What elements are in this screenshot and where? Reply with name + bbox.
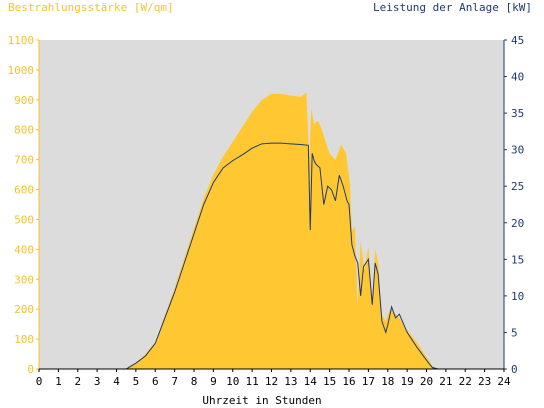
x-tick-label: 22 — [459, 375, 472, 388]
right-tick-label: 30 — [511, 144, 524, 157]
right-tick-label: 45 — [511, 34, 524, 47]
x-tick-label: 20 — [420, 375, 433, 388]
x-tick-label: 8 — [191, 375, 198, 388]
left-tick-label: 100 — [14, 333, 34, 346]
x-tick-label: 24 — [497, 375, 511, 388]
x-tick-label: 1 — [55, 375, 62, 388]
right-tick-label: 35 — [511, 107, 524, 120]
left-tick-label: 300 — [14, 273, 34, 286]
x-tick-label: 4 — [113, 375, 120, 388]
x-tick-label: 18 — [381, 375, 394, 388]
x-tick-label: 9 — [210, 375, 217, 388]
x-tick-label: 13 — [284, 375, 297, 388]
right-tick-label: 0 — [511, 363, 518, 376]
right-tick-label: 15 — [511, 253, 524, 266]
x-tick-label: 6 — [152, 375, 159, 388]
x-tick-label: 16 — [342, 375, 355, 388]
x-tick-label: 12 — [265, 375, 278, 388]
left-tick-label: 200 — [14, 303, 34, 316]
right-tick-label: 40 — [511, 71, 524, 84]
left-axis-title: Bestrahlungsstärke [W/qm] — [8, 1, 174, 14]
x-axis-title: Uhrzeit in Stunden — [202, 394, 321, 407]
left-tick-label: 500 — [14, 213, 34, 226]
x-tick-label: 17 — [362, 375, 375, 388]
x-tick-label: 19 — [401, 375, 414, 388]
left-tick-label: 1000 — [8, 64, 35, 77]
left-tick-label: 400 — [14, 243, 34, 256]
power-line — [125, 142, 446, 370]
left-tick-label: 1100 — [8, 34, 35, 47]
x-tick-label: 21 — [439, 375, 452, 388]
left-tick-label: 900 — [14, 94, 34, 107]
x-tick-label: 10 — [226, 375, 239, 388]
left-tick-label: 700 — [14, 154, 34, 167]
left-tick-label: 600 — [14, 184, 34, 197]
right-tick-label: 10 — [511, 290, 524, 303]
x-tick-label: 0 — [36, 375, 43, 388]
x-tick-label: 15 — [323, 375, 336, 388]
right-tick-label: 20 — [511, 217, 524, 230]
x-tick-label: 14 — [304, 375, 318, 388]
left-tick-label: 0 — [27, 363, 34, 376]
irradiance-area — [126, 92, 446, 369]
right-tick-label: 25 — [511, 180, 524, 193]
x-tick-label: 23 — [478, 375, 491, 388]
x-tick-label: 11 — [246, 375, 259, 388]
x-tick-label: 5 — [133, 375, 140, 388]
right-tick-label: 5 — [511, 326, 518, 339]
left-tick-label: 800 — [14, 124, 34, 137]
x-tick-label: 3 — [94, 375, 101, 388]
x-tick-label: 7 — [171, 375, 178, 388]
right-axis-title: Leistung der Anlage [kW] — [373, 1, 532, 14]
x-tick-label: 2 — [74, 375, 81, 388]
